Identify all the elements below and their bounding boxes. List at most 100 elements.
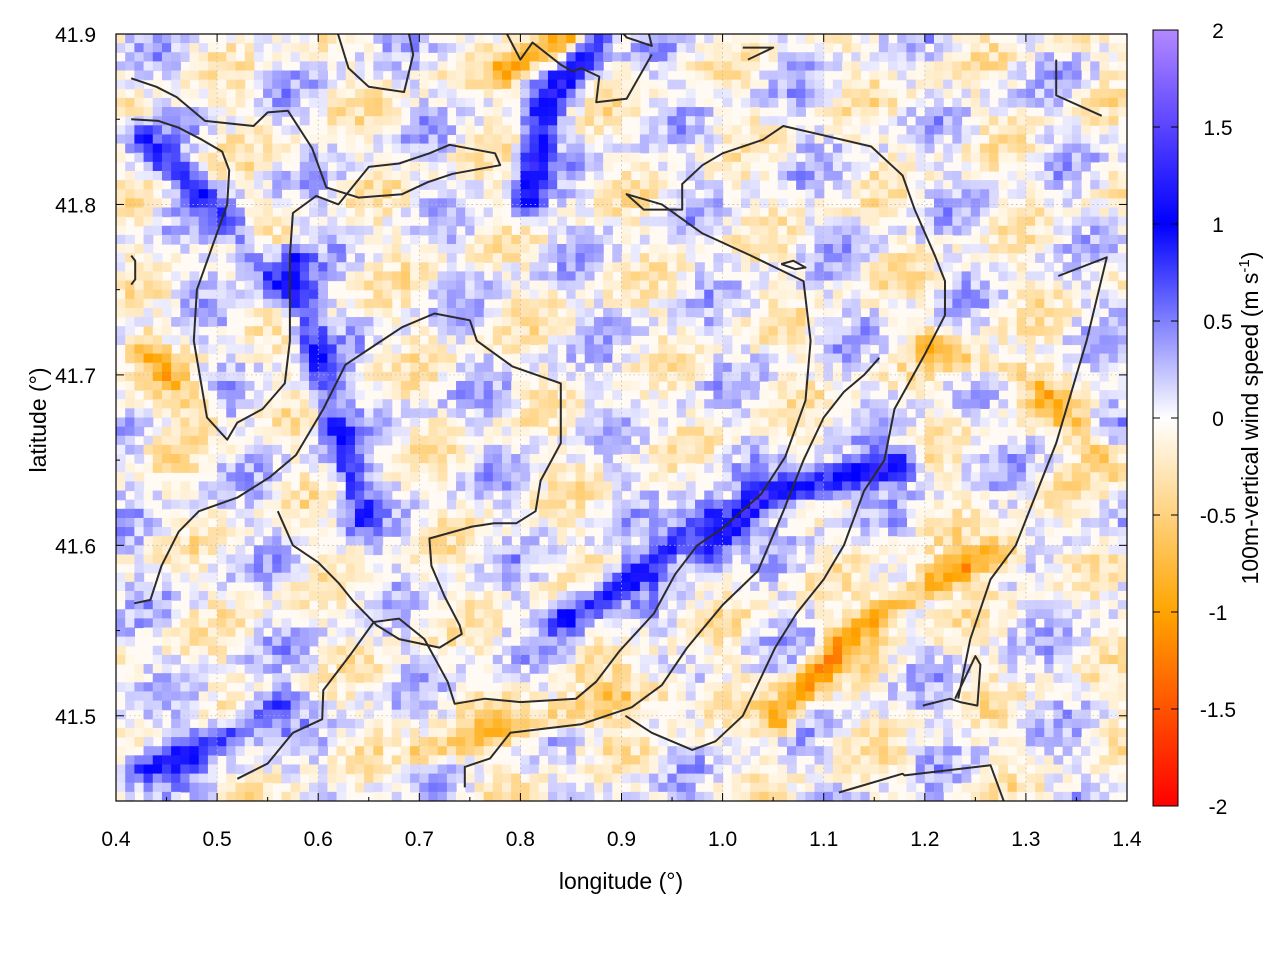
heatmap-cell xyxy=(336,335,347,346)
heatmap-cell xyxy=(961,344,972,355)
heatmap-cell xyxy=(538,463,549,473)
heatmap-cell xyxy=(740,198,751,209)
heatmap-cell xyxy=(713,499,724,510)
heatmap-cell xyxy=(722,107,733,117)
heatmap-cell xyxy=(1025,371,1036,382)
heatmap-cell xyxy=(906,317,917,327)
heatmap-cell xyxy=(318,34,328,44)
heatmap-cell xyxy=(299,244,310,254)
heatmap-cell xyxy=(759,116,770,126)
heatmap-cell xyxy=(143,43,154,53)
heatmap-cell xyxy=(437,463,448,473)
heatmap-cell xyxy=(906,34,917,44)
heatmap-cell xyxy=(483,134,494,145)
heatmap-cell xyxy=(1090,408,1101,419)
heatmap-cell xyxy=(823,234,834,245)
heatmap-cell xyxy=(354,390,365,400)
heatmap-cell xyxy=(796,143,806,154)
heatmap-cell xyxy=(1044,298,1055,309)
heatmap-cell xyxy=(1099,225,1110,236)
heatmap-cell xyxy=(391,107,402,117)
heatmap-cell xyxy=(998,79,1009,90)
heatmap-cell xyxy=(649,344,659,355)
heatmap-cell xyxy=(281,52,292,62)
heatmap-cell xyxy=(354,472,365,483)
heatmap-cell xyxy=(1117,454,1127,464)
heatmap-cell xyxy=(143,408,154,419)
heatmap-cell xyxy=(658,435,669,446)
heatmap-cell xyxy=(658,399,669,409)
heatmap-cell xyxy=(750,97,760,108)
heatmap-cell xyxy=(161,417,172,428)
heatmap-cell xyxy=(456,499,466,510)
heatmap-cell xyxy=(933,43,944,53)
heatmap-cell xyxy=(474,399,485,409)
heatmap-cell xyxy=(878,180,889,190)
heatmap-cell xyxy=(281,454,292,464)
heatmap-cell xyxy=(897,34,908,44)
heatmap-cell xyxy=(759,271,770,282)
heatmap-cell xyxy=(456,134,466,145)
heatmap-cell xyxy=(391,463,402,473)
heatmap-cell xyxy=(860,198,871,209)
heatmap-cell xyxy=(529,134,540,145)
heatmap-cell xyxy=(410,390,420,400)
heatmap-cell xyxy=(235,70,246,81)
heatmap-cell xyxy=(658,70,669,81)
heatmap-cell xyxy=(428,125,439,136)
heatmap-cell xyxy=(888,61,898,72)
heatmap-cell xyxy=(547,408,558,419)
heatmap-cell xyxy=(428,216,439,227)
heatmap-cell xyxy=(253,79,264,90)
heatmap-cell xyxy=(125,79,135,90)
heatmap-cell xyxy=(897,444,908,455)
heatmap-cell xyxy=(566,134,577,145)
heatmap-cell xyxy=(391,472,402,483)
heatmap-cell xyxy=(309,143,319,154)
heatmap-cell xyxy=(189,454,200,464)
heatmap-cell xyxy=(189,52,200,62)
heatmap-cell xyxy=(933,52,944,62)
heatmap-cell xyxy=(125,408,135,419)
heatmap-cell xyxy=(207,417,218,428)
heatmap-cell xyxy=(1035,417,1045,428)
heatmap-cell xyxy=(171,253,181,263)
heatmap-cell xyxy=(272,490,283,501)
heatmap-cell xyxy=(566,399,577,409)
heatmap-cell xyxy=(419,435,430,446)
heatmap-cell xyxy=(336,262,347,272)
heatmap-cell xyxy=(529,280,540,291)
heatmap-cell xyxy=(1117,262,1127,272)
heatmap-cell xyxy=(437,271,448,282)
heatmap-cell xyxy=(502,508,512,519)
heatmap-cell xyxy=(575,390,586,400)
heatmap-cell xyxy=(400,408,411,419)
heatmap-cell xyxy=(474,216,485,227)
heatmap-cell xyxy=(897,435,908,446)
heatmap-cell xyxy=(309,371,319,382)
heatmap-cell xyxy=(860,97,871,108)
heatmap-cell xyxy=(704,180,715,190)
heatmap-cell xyxy=(566,271,577,282)
heatmap-cell xyxy=(1007,271,1018,282)
heatmap-cell xyxy=(1099,52,1110,62)
heatmap-cell xyxy=(621,180,632,190)
heatmap-cell xyxy=(538,152,549,163)
heatmap-cell xyxy=(603,353,613,364)
heatmap-cell xyxy=(1117,216,1127,227)
heatmap-cell xyxy=(299,70,310,81)
heatmap-cell xyxy=(566,344,577,355)
heatmap-cell xyxy=(410,499,420,510)
heatmap-cell xyxy=(786,353,797,364)
heatmap-cell xyxy=(511,253,521,263)
heatmap-cell xyxy=(998,244,1009,254)
heatmap-cell xyxy=(832,253,843,263)
heatmap-cell xyxy=(180,280,191,291)
heatmap-cell xyxy=(465,380,476,391)
heatmap-cell xyxy=(722,417,733,428)
heatmap-cell xyxy=(685,189,696,199)
heatmap-cell xyxy=(354,271,365,282)
heatmap-cell xyxy=(823,271,834,282)
heatmap-cell xyxy=(860,116,871,126)
heatmap-cell xyxy=(345,70,356,81)
